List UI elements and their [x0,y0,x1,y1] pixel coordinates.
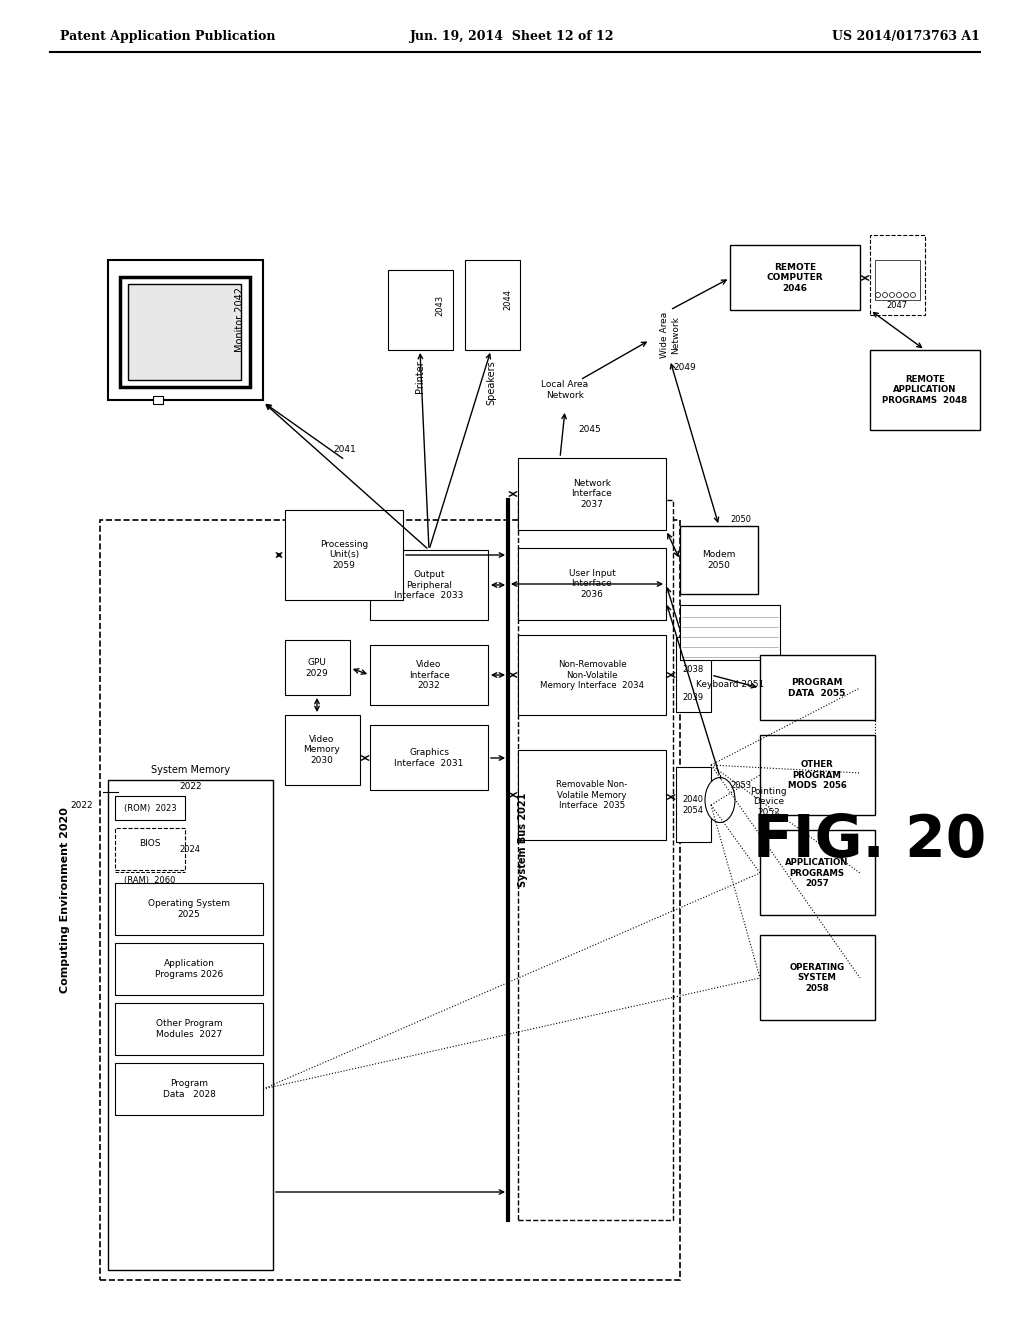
Text: Application
Programs 2026: Application Programs 2026 [155,960,223,978]
Text: Non-Removable
Non-Volatile
Memory Interface  2034: Non-Removable Non-Volatile Memory Interf… [540,660,644,690]
Text: Processing
Unit(s)
2059: Processing Unit(s) 2059 [319,540,368,570]
Text: 2043: 2043 [435,294,444,315]
Text: Video
Memory
2030: Video Memory 2030 [304,735,340,764]
Text: GPU
2029: GPU 2029 [305,659,329,677]
Text: 2053: 2053 [730,780,752,789]
Text: Removable Non-
Volatile Memory
Interface  2035: Removable Non- Volatile Memory Interface… [556,780,628,810]
Bar [108,780,273,1270]
Bar [370,725,488,789]
Text: PROGRAM
DATA  2055: PROGRAM DATA 2055 [788,678,846,698]
Bar [676,767,711,842]
Text: OPERATING
SYSTEM
2058: OPERATING SYSTEM 2058 [790,964,845,993]
Text: Other Program
Modules  2027: Other Program Modules 2027 [156,1019,222,1039]
Bar [285,640,350,696]
Bar [108,260,263,400]
Bar [870,350,980,430]
Text: Computing Environment 2020: Computing Environment 2020 [60,807,70,993]
Bar [285,510,403,601]
Text: Printer: Printer [415,360,425,393]
Text: System Memory: System Memory [151,766,230,775]
Bar [518,750,666,840]
Bar [518,458,666,531]
Text: (RAM)  2060: (RAM) 2060 [124,875,176,884]
Text: 2039: 2039 [682,693,703,702]
Text: Pointing
Device
2052: Pointing Device 2052 [750,787,786,817]
Text: 2050: 2050 [730,516,751,524]
Text: 2024: 2024 [179,846,201,854]
Text: Jun. 19, 2014  Sheet 12 of 12: Jun. 19, 2014 Sheet 12 of 12 [410,30,614,44]
Bar [115,1063,263,1115]
Text: BIOS: BIOS [139,838,161,847]
Bar [874,260,920,300]
Text: Operating System
2025: Operating System 2025 [148,899,230,919]
Bar [680,605,780,660]
Text: System Bus 2021: System Bus 2021 [518,793,528,887]
Text: 2049: 2049 [674,363,696,372]
Text: FIG. 20: FIG. 20 [754,812,987,869]
Text: 2022: 2022 [179,781,202,791]
Text: 2022: 2022 [71,800,93,809]
Text: 2044: 2044 [504,289,512,310]
Bar [676,638,711,711]
Text: Network
Interface
2037: Network Interface 2037 [571,479,612,510]
Text: 2040
2054: 2040 2054 [683,795,703,814]
Bar [115,796,185,820]
Bar [760,655,874,719]
Text: Local Area
Network: Local Area Network [542,380,589,400]
Text: REMOTE
APPLICATION
PROGRAMS  2048: REMOTE APPLICATION PROGRAMS 2048 [883,375,968,405]
Text: Keyboard 2051: Keyboard 2051 [696,680,764,689]
Text: Patent Application Publication: Patent Application Publication [60,30,275,44]
Bar [518,635,666,715]
Bar [115,1003,263,1055]
Bar [760,830,874,915]
Text: OTHER
PROGRAM
MODS  2056: OTHER PROGRAM MODS 2056 [787,760,847,789]
Text: 2038: 2038 [682,665,703,685]
Text: 2045: 2045 [579,425,601,434]
Bar [120,277,250,387]
Text: Speakers: Speakers [486,360,496,405]
Text: 2047: 2047 [887,301,907,310]
Text: 2041: 2041 [334,446,356,454]
Text: Graphics
Interface  2031: Graphics Interface 2031 [394,748,464,768]
Text: Wide Area
Network: Wide Area Network [660,312,680,358]
Bar [370,645,488,705]
Bar [153,396,163,404]
Bar [465,260,520,350]
Text: Program
Data   2028: Program Data 2028 [163,1080,215,1098]
Bar [115,883,263,935]
Ellipse shape [705,777,735,822]
Bar [388,271,453,350]
Text: User Input
Interface
2036: User Input Interface 2036 [568,569,615,599]
Bar [518,548,666,620]
Text: Output
Peripheral
Interface  2033: Output Peripheral Interface 2033 [394,570,464,599]
Text: Monitor 2042: Monitor 2042 [234,288,245,352]
Text: Modem
2050: Modem 2050 [702,550,735,570]
Text: REMOTE
COMPUTER
2046: REMOTE COMPUTER 2046 [767,263,823,293]
Bar [760,735,874,814]
Bar [370,550,488,620]
Bar [730,246,860,310]
Bar [870,235,925,315]
Bar [115,942,263,995]
Bar [680,525,758,594]
Bar [285,715,360,785]
Bar [115,828,185,870]
Text: Video
Interface
2032: Video Interface 2032 [409,660,450,690]
Bar [100,520,680,1280]
Bar [760,935,874,1020]
Text: APPLICATION
PROGRAMS
2057: APPLICATION PROGRAMS 2057 [785,858,849,888]
Bar [128,284,241,380]
Text: (ROM)  2023: (ROM) 2023 [124,804,176,813]
Bar [518,500,673,1220]
Text: US 2014/0173763 A1: US 2014/0173763 A1 [833,30,980,44]
